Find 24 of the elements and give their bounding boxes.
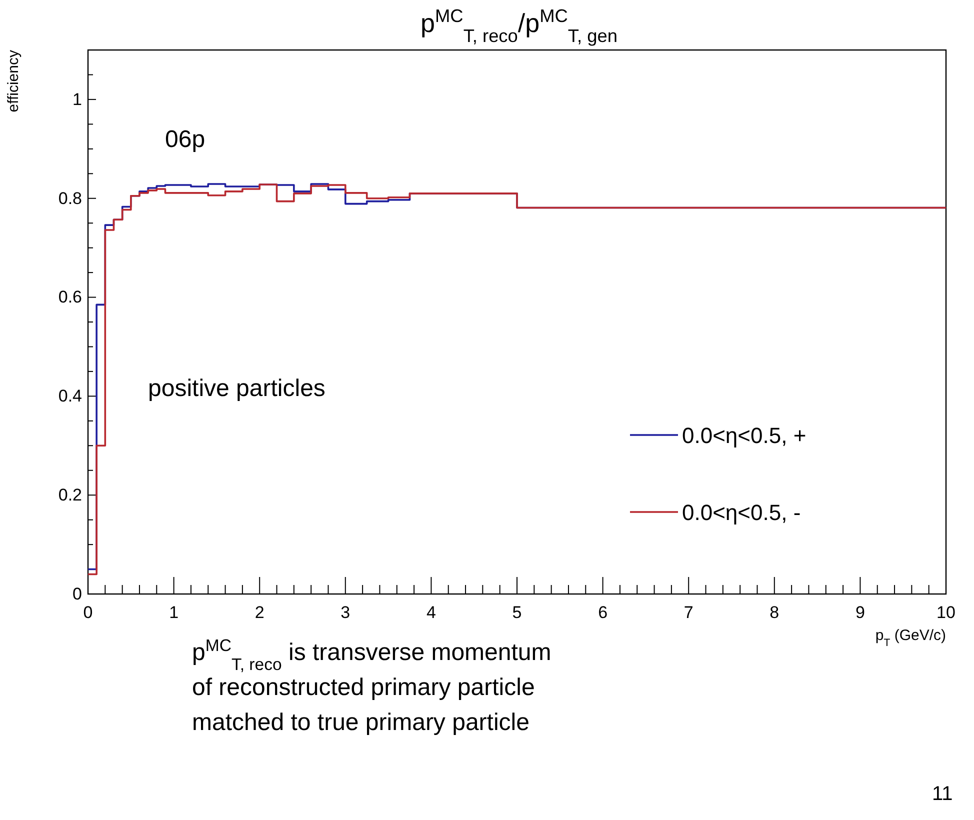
y-tick-label: 0 [72,584,82,604]
x-tick-label: 7 [684,603,694,622]
annotation: 06p [165,126,206,153]
x-tick-label: 1 [169,603,179,622]
legend-label: 0.0<η<0.5, + [682,423,806,448]
legend-label: 0.0<η<0.5, - [682,500,801,525]
text: p$^{MC}$$_{T, reco}$ is transverse momentum of reconstructed primary particle matched to true primary particle [192,636,552,736]
x-tick-label: 2 [254,603,264,622]
x-tick-label: 10 [936,603,956,622]
y-tick-label: 0.8 [58,188,82,208]
x-tick-label: 3 [340,603,350,622]
y-tick-label: 0.2 [58,486,82,505]
annotation: positive particles [148,375,326,402]
text: 11 [932,783,953,805]
x-axis-title: p$_{T}$ (GeV/c) [875,627,946,649]
y-tick-label: 0.4 [58,386,82,406]
y-tick-label: 1 [72,90,82,109]
x-tick-label: 4 [426,603,436,622]
x-tick-label: 9 [855,603,865,622]
x-tick-label: 6 [598,603,608,622]
x-tick-label: 5 [512,603,522,622]
y-axis-title: efficiency [5,50,22,112]
y-tick-label: 0.6 [58,288,82,307]
x-tick-label: 8 [770,603,780,622]
